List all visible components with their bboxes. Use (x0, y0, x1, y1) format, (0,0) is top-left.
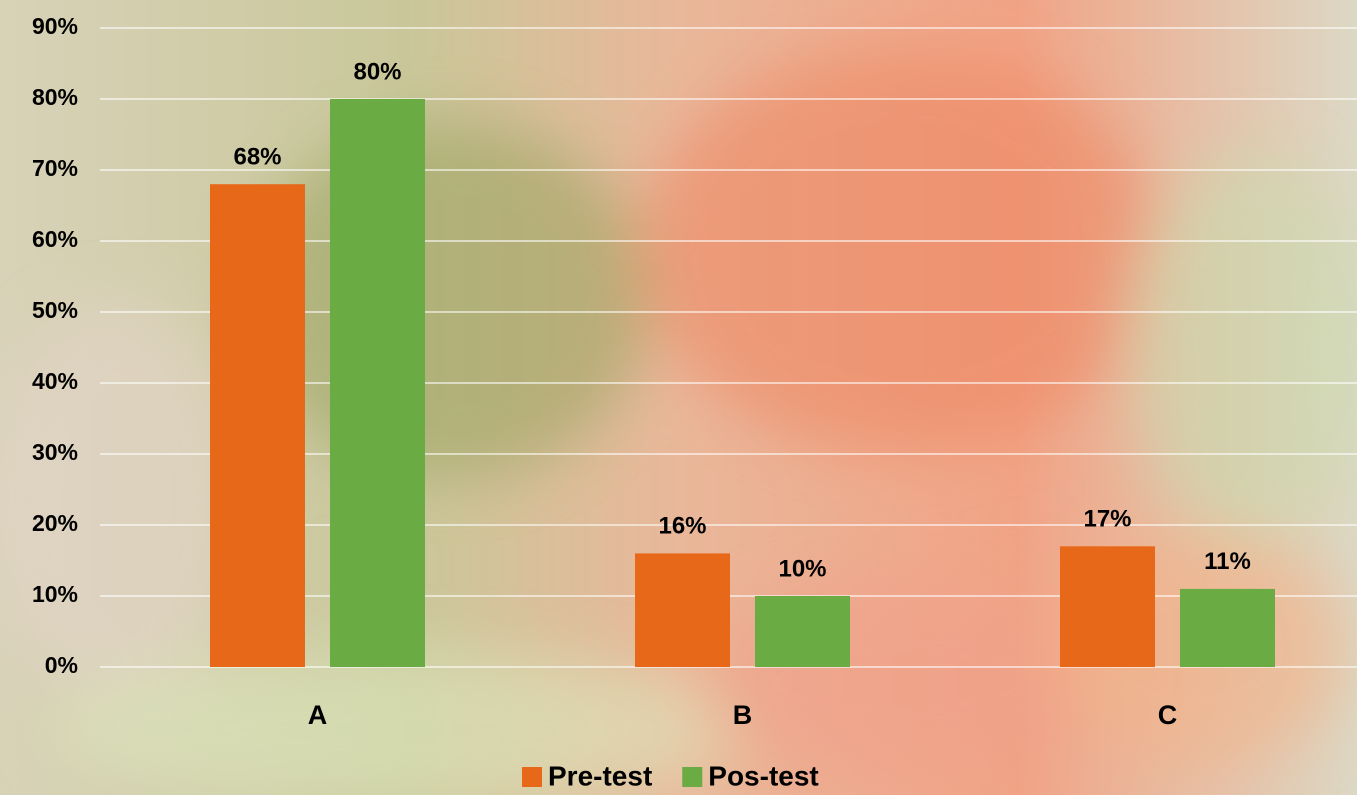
value-label: 16% (658, 513, 706, 540)
y-tick-label: 40% (32, 368, 78, 394)
y-tick-label: 60% (32, 226, 78, 252)
y-tick-label: 10% (32, 581, 78, 607)
bar (1060, 546, 1155, 667)
legend-label: Pre-test (548, 760, 652, 791)
bar (210, 184, 305, 667)
legend-label: Pos-test (708, 760, 818, 791)
y-tick-label: 20% (32, 510, 78, 536)
x-tick-label: A (308, 700, 328, 730)
y-tick-label: 80% (32, 84, 78, 110)
y-tick-label: 70% (32, 155, 78, 181)
value-label: 80% (353, 58, 401, 85)
legend-swatch (522, 767, 542, 787)
value-label: 11% (1204, 548, 1251, 575)
legend-swatch (682, 767, 703, 787)
x-tick-label: C (1158, 700, 1178, 730)
y-tick-label: 90% (32, 13, 78, 39)
y-tick-label: 50% (32, 297, 78, 323)
value-label: 10% (778, 555, 826, 582)
bar (330, 99, 425, 667)
value-label: 68% (233, 144, 281, 171)
bar (1180, 588, 1275, 667)
value-label: 17% (1083, 506, 1131, 533)
y-tick-label: 0% (45, 652, 78, 678)
bar (755, 596, 850, 667)
x-tick-label: B (733, 700, 753, 730)
bar (635, 553, 730, 667)
y-tick-label: 30% (32, 439, 78, 465)
